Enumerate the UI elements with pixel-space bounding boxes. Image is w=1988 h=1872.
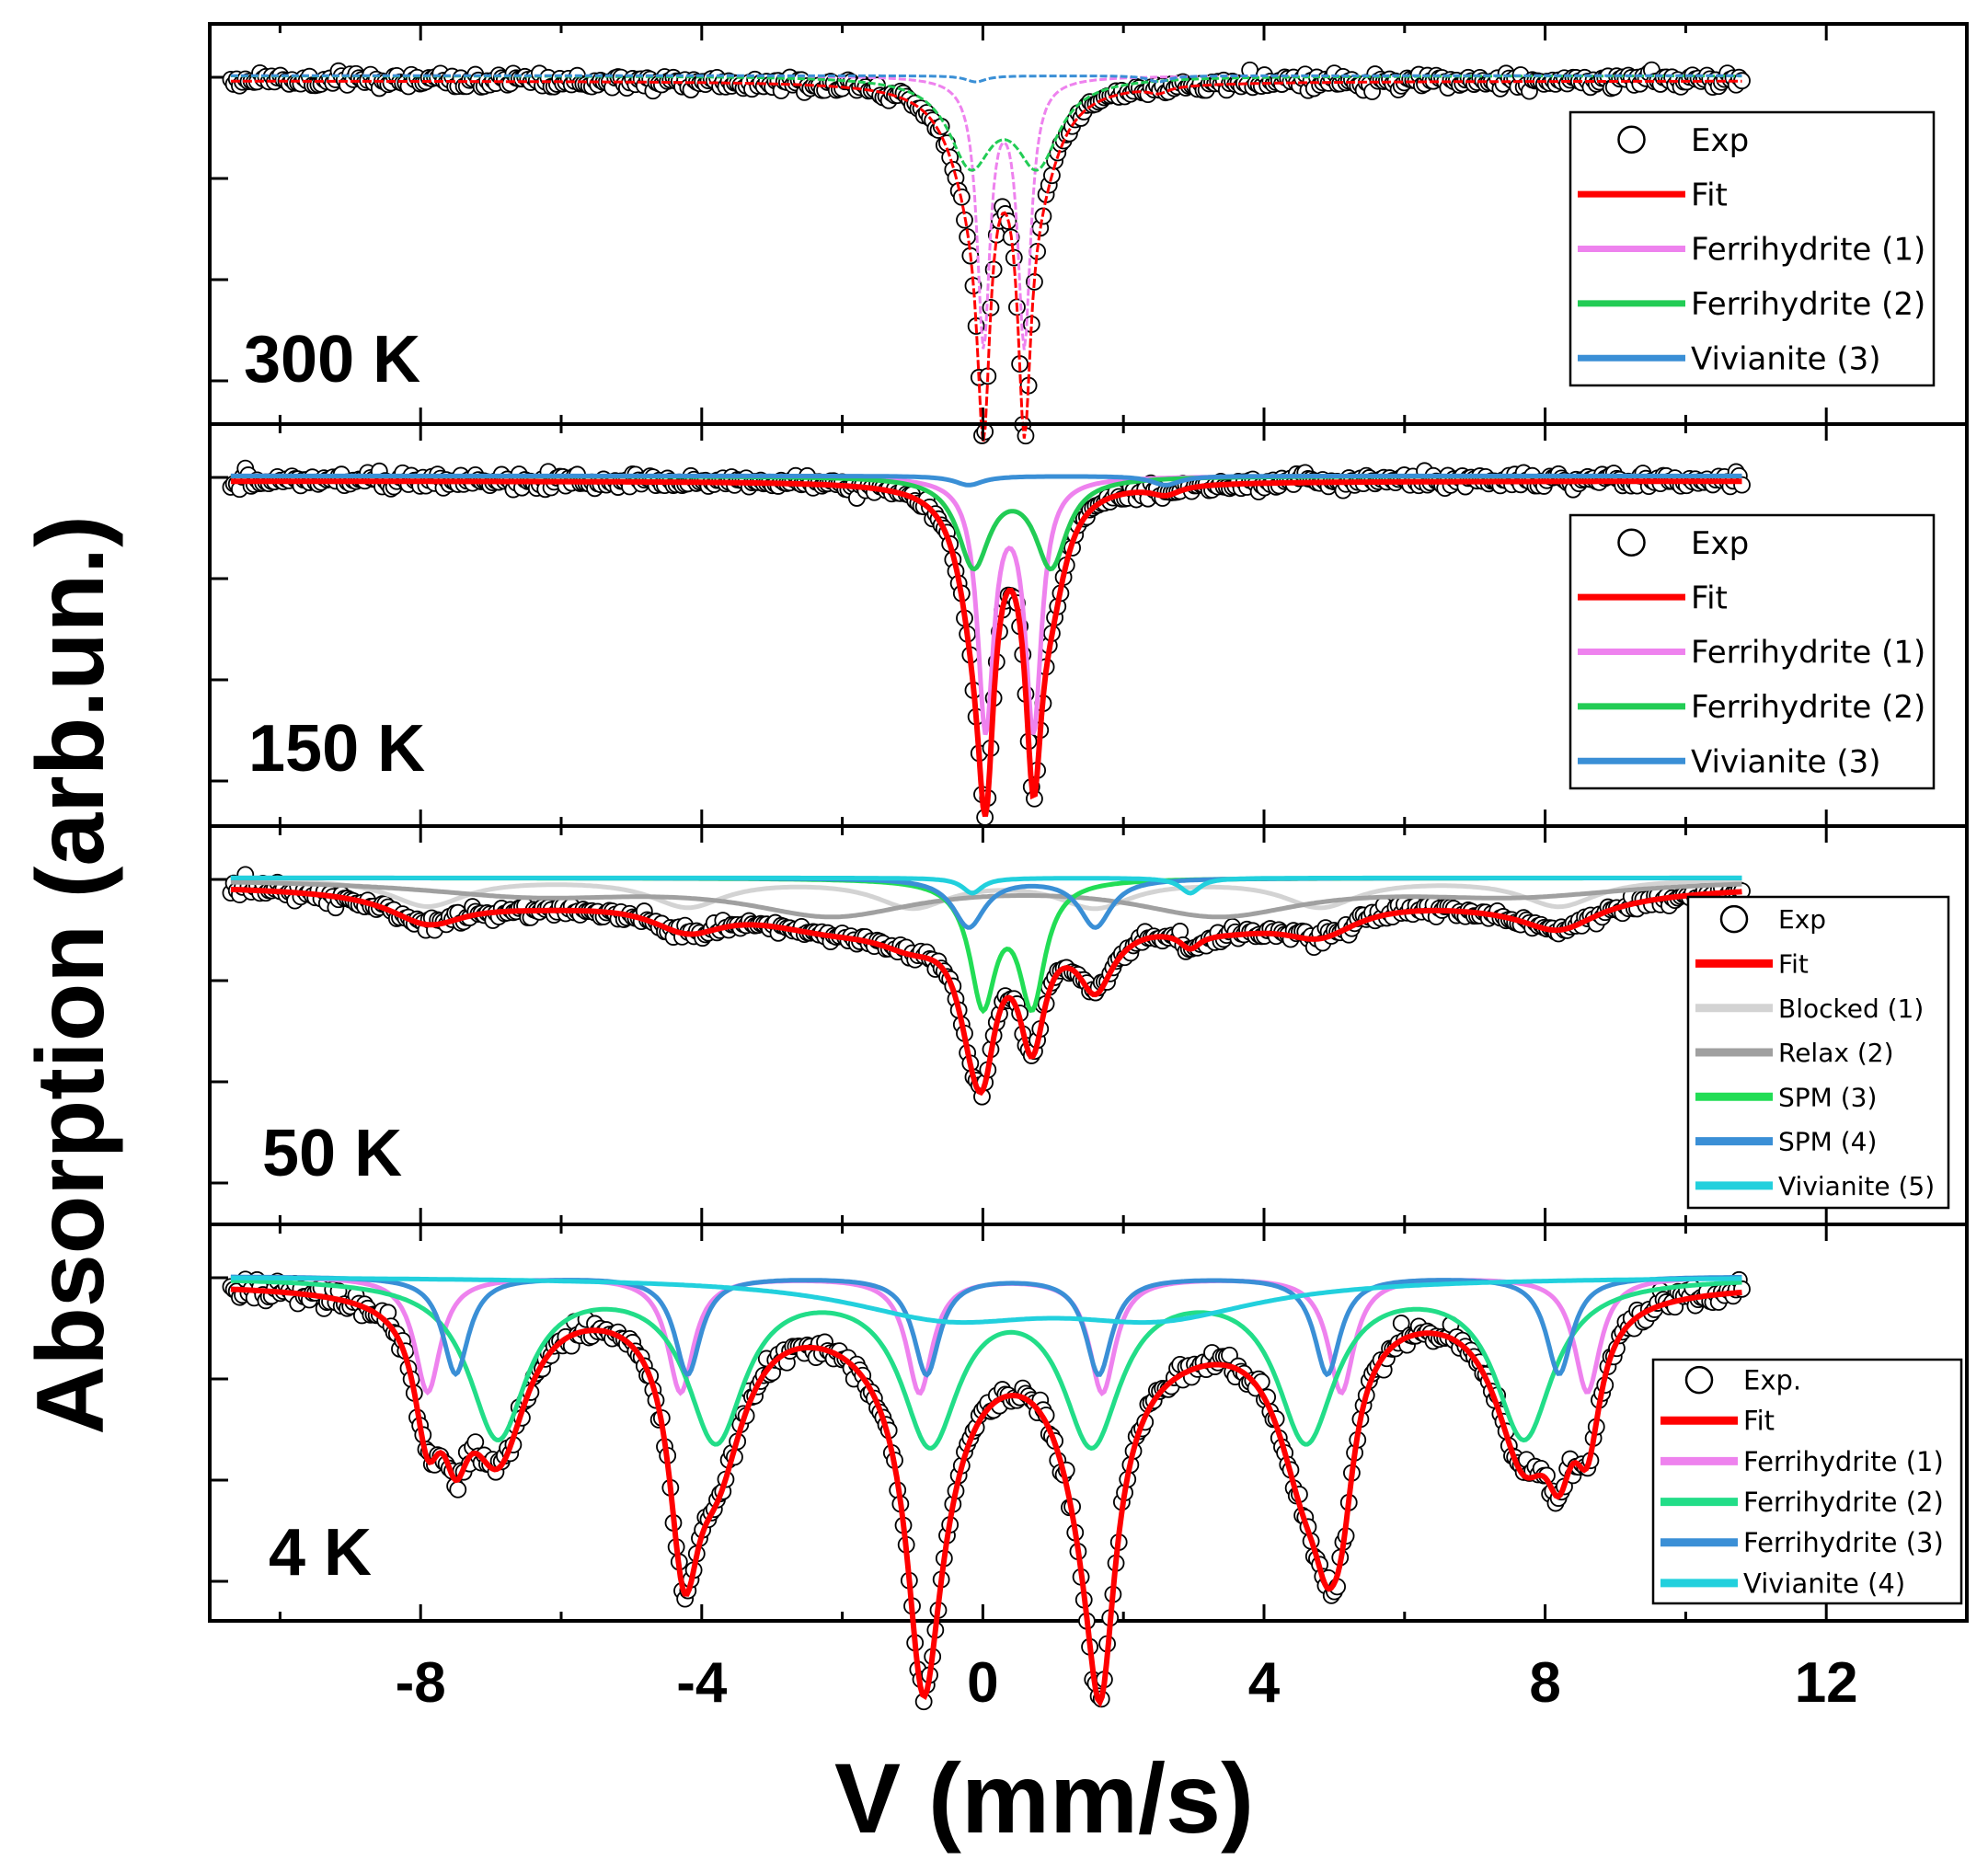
panel-50k: 50 K Exp Fit Blocked (1) Relax (2) SPM (3) SPM… — [208, 824, 1969, 1226]
legend-label: Fit — [1691, 177, 1728, 213]
legend: Exp Fit Blocked (1) Relax (2) SPM (3) SPM (4)… — [1686, 895, 1950, 1210]
legend-label: Ferrihydrite (3) — [1743, 1527, 1944, 1558]
panel-label: 300 K — [244, 323, 420, 396]
curve-ferrihydrite-1 — [230, 74, 1742, 350]
legend: Exp Fit Ferrihydrite (1) Ferrihydrite (2) Vi… — [1569, 513, 1936, 790]
curve-vivianite-5 — [230, 875, 1742, 896]
legend-swatch-marker — [1684, 1365, 1714, 1395]
legend-label: Ferrihydrite (1) — [1691, 635, 1925, 672]
legend-label: Exp — [1691, 525, 1749, 562]
panel-300k: 300 K Exp Fit Ferrihydrite (1) Ferrihydrite … — [208, 22, 1969, 445]
x-tick-label: 8 — [1529, 1651, 1560, 1715]
x-tick-label: 4 — [1248, 1651, 1281, 1715]
x-axis: -8 -4 0 4 8 12 — [396, 1651, 1858, 1715]
x-tick-label: 0 — [967, 1651, 998, 1715]
panel-label: 150 K — [248, 712, 425, 786]
panel-label: 50 K — [262, 1117, 402, 1190]
panel-150k: 150 K Exp Fit Ferrihydrite (1) Ferrihydrite … — [208, 422, 1969, 828]
legend-label: SPM (4) — [1778, 1127, 1877, 1157]
curve-ferrihydrite-2 — [230, 1278, 1742, 1451]
legend-swatch-marker — [1617, 528, 1646, 557]
curve-relax-2 — [230, 879, 1742, 920]
curve-ferrihydrite-1 — [230, 1275, 1742, 1397]
curve-fit — [230, 1286, 1742, 1708]
x-tick-label: -8 — [396, 1651, 446, 1715]
legend-box — [1651, 1358, 1963, 1605]
legend: Exp. Fit Ferrihydrite (1) Ferrihydrite (2) F… — [1651, 1358, 1963, 1605]
curve-vivianite-4 — [230, 1275, 1742, 1326]
legend-label: Ferrihydrite (2) — [1691, 689, 1925, 726]
curve-ferrihydrite-3 — [230, 1274, 1742, 1378]
legend-label: Exp — [1778, 904, 1826, 935]
legend-label: Vivianite (4) — [1743, 1568, 1905, 1599]
panel-label: 4 K — [269, 1516, 372, 1590]
legend-label: Relax (2) — [1778, 1038, 1894, 1068]
legend-label: Vivianite (3) — [1691, 341, 1881, 378]
legend-label: Ferrihydrite (1) — [1691, 232, 1925, 269]
legend-label: Fit — [1778, 949, 1809, 980]
legend-swatch-marker — [1719, 904, 1749, 934]
exp-point — [449, 1480, 467, 1499]
legend: Exp Fit Ferrihydrite (1) Ferrihydrite (2) Vi… — [1569, 110, 1936, 387]
x-tick-label: 12 — [1795, 1651, 1858, 1715]
legend-label: Ferrihydrite (1) — [1743, 1446, 1944, 1477]
x-axis-title: V (mm/s) — [834, 1742, 1254, 1854]
exp-points — [222, 459, 1751, 826]
curve-fit — [230, 886, 1742, 1097]
legend-label: Ferrihydrite (2) — [1691, 286, 1925, 323]
panels-layer: 300 K Exp Fit Ferrihydrite (1) Ferrihydrite … — [208, 22, 1969, 1711]
legend-label: Fit — [1691, 580, 1728, 616]
legend-label: SPM (3) — [1778, 1082, 1877, 1112]
x-tick-label: -4 — [676, 1651, 728, 1715]
legend-label: Blocked (1) — [1778, 993, 1924, 1024]
curve-vivianite-3 — [230, 74, 1742, 84]
legend-label: Fit — [1743, 1406, 1775, 1437]
curve-blocked-1 — [230, 878, 1742, 912]
panel-4k: 4 K Exp. Fit Ferrihydrite (1) Ferrihydrite (… — [208, 1223, 1969, 1711]
legend-swatch-marker — [1617, 125, 1646, 154]
legend-label: Ferrihydrite (2) — [1743, 1487, 1944, 1518]
curve-fit — [230, 478, 1742, 818]
curve-vivianite-3 — [230, 473, 1742, 488]
curve-fit — [230, 79, 1742, 443]
exp-point — [1392, 1315, 1410, 1332]
legend-label: Vivianite (3) — [1691, 744, 1881, 781]
y-axis-title: Absorption (arb.un.) — [17, 515, 124, 1434]
legend-label: Exp — [1691, 122, 1749, 159]
legend-label: Vivianite (5) — [1778, 1171, 1935, 1201]
legend-label: Exp. — [1743, 1365, 1801, 1396]
